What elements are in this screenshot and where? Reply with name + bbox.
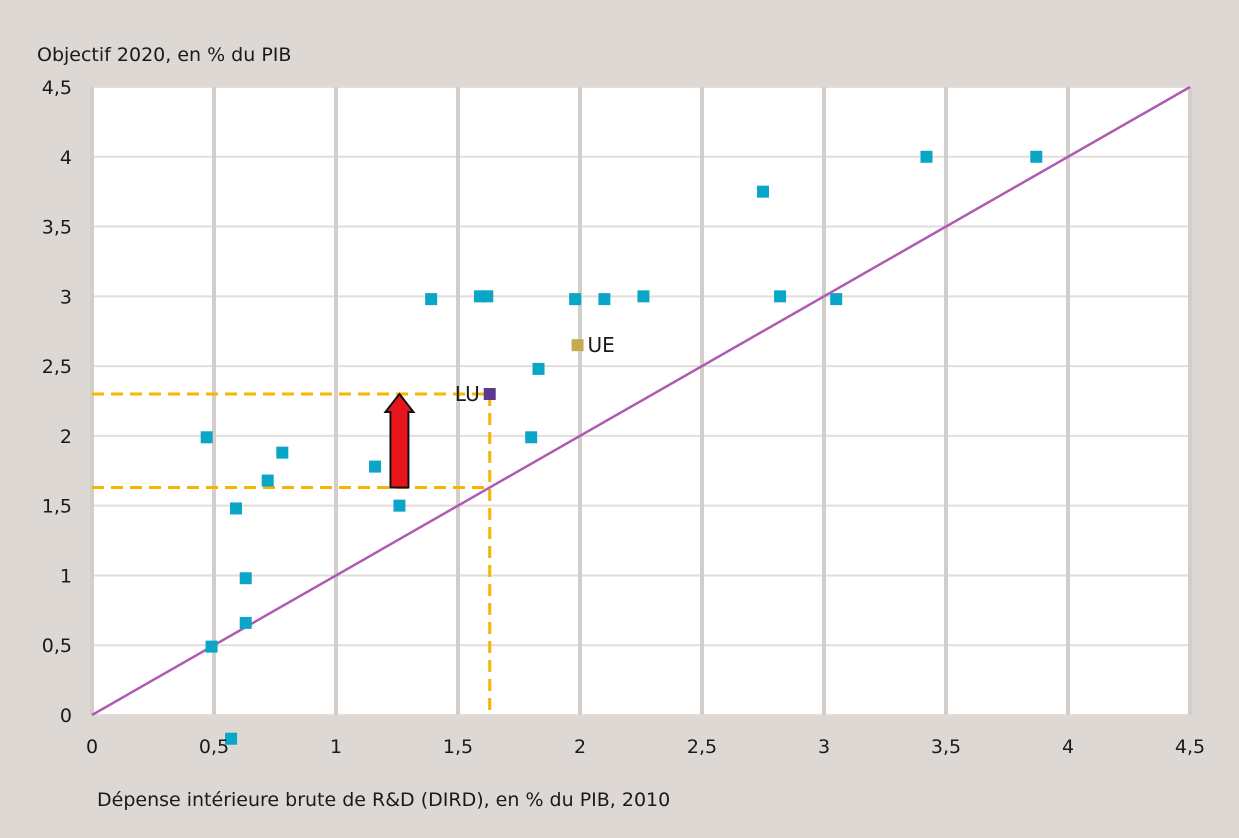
data-point bbox=[481, 290, 494, 303]
x-axis-title: Dépense intérieure brute de R&D (DIRD), … bbox=[97, 789, 670, 811]
y-tick-label: 2 bbox=[60, 426, 72, 448]
x-tick-label: 2 bbox=[574, 736, 586, 758]
reference-line bbox=[91, 85, 1191, 717]
y-tick-label: 4 bbox=[60, 147, 72, 169]
point-labels: UE LU bbox=[455, 333, 615, 406]
red-arrow bbox=[383, 392, 416, 489]
data-points bbox=[200, 150, 1043, 745]
y-tick-label: 0,5 bbox=[42, 635, 72, 657]
data-point bbox=[369, 460, 382, 473]
data-point bbox=[598, 293, 611, 306]
y-tick-label: 3,5 bbox=[42, 217, 72, 239]
x-tick-label: 2,5 bbox=[687, 736, 717, 758]
data-point bbox=[569, 293, 582, 306]
data-point bbox=[774, 290, 787, 303]
data-point bbox=[205, 640, 218, 653]
data-point bbox=[261, 474, 274, 487]
x-tick-label: 4 bbox=[1062, 736, 1074, 758]
data-point bbox=[239, 616, 252, 629]
arrow-annotation bbox=[383, 392, 416, 489]
data-point bbox=[757, 185, 769, 198]
labeled-point bbox=[483, 388, 496, 401]
guide-lines bbox=[92, 392, 492, 715]
x-tick-label: 3 bbox=[818, 736, 830, 758]
data-point bbox=[276, 446, 289, 459]
x-tick-label: 0,5 bbox=[199, 736, 229, 758]
y-tick-label: 0 bbox=[60, 705, 72, 727]
data-point bbox=[425, 293, 438, 306]
point-label: UE bbox=[588, 333, 615, 357]
point-label: LU bbox=[455, 382, 480, 406]
data-point bbox=[920, 150, 933, 163]
y-tick-label: 4,5 bbox=[42, 77, 72, 99]
y-tick-label: 3 bbox=[60, 286, 72, 308]
x-tick-label: 0 bbox=[86, 736, 98, 758]
x-tick-label: 4,5 bbox=[1175, 736, 1205, 758]
data-point bbox=[1030, 150, 1043, 163]
tick-labels: 0 0,5 1 1,5 2 2,5 3 3,5 4 4,5 0 0,5 1 1,5 2 2,5 3 3,5 4 4,5 bbox=[42, 77, 1205, 758]
data-point bbox=[393, 499, 406, 512]
diagonal-line bbox=[91, 85, 1191, 717]
data-point bbox=[200, 431, 213, 444]
data-point bbox=[239, 572, 252, 585]
x-tick-label: 1 bbox=[330, 736, 342, 758]
data-point bbox=[532, 362, 545, 375]
data-point bbox=[525, 431, 538, 444]
y-tick-label: 2,5 bbox=[42, 356, 72, 378]
y-tick-label: 1 bbox=[60, 565, 72, 587]
y-tick-label: 1,5 bbox=[42, 496, 72, 518]
data-point bbox=[229, 502, 242, 515]
data-point bbox=[637, 290, 650, 303]
x-tick-label: 1,5 bbox=[443, 736, 473, 758]
data-point bbox=[225, 732, 238, 745]
labeled-point bbox=[571, 339, 584, 352]
y-axis-title: Objectif 2020, en % du PIB bbox=[37, 44, 291, 66]
data-point bbox=[830, 293, 843, 306]
x-tick-label: 3,5 bbox=[931, 736, 961, 758]
